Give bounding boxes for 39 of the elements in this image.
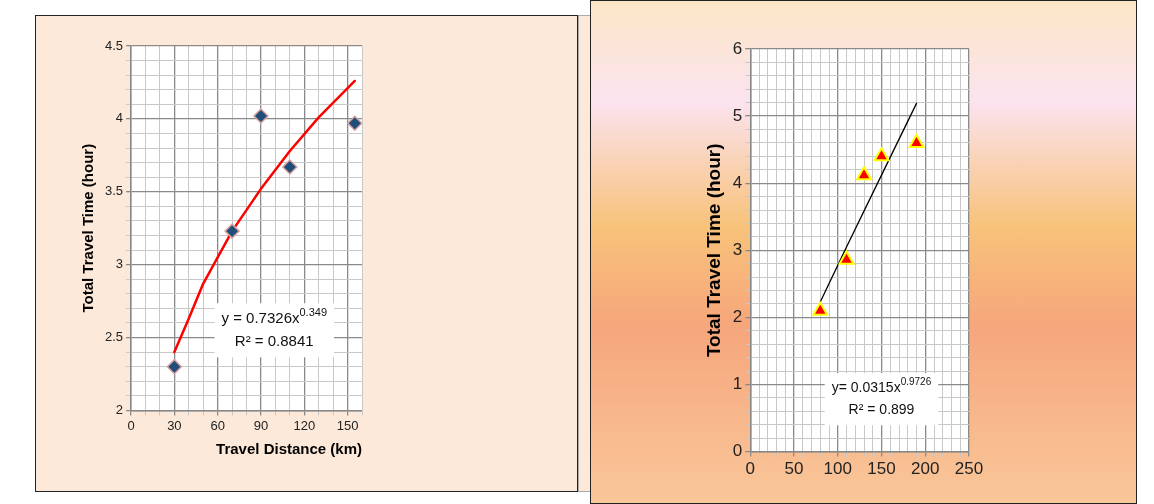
point (347, 115, 362, 131)
y-tick-label: 4 (115, 110, 124, 126)
x-tick-label: 150 (867, 459, 896, 479)
y-tick-label: 0 (732, 441, 743, 461)
point (282, 159, 298, 175)
y-tick-label: 3.5 (104, 183, 124, 199)
x-tick-label: 0 (127, 417, 135, 433)
x-axis-title: Travel Distance (km) (216, 440, 362, 458)
y-tick-label: 2.5 (104, 329, 124, 345)
point (856, 166, 872, 181)
y-tick-label: 3 (732, 239, 743, 259)
y-tick-label: 1 (732, 374, 743, 394)
x-tick-label: 200 (911, 459, 940, 479)
y-tick-label: 2 (732, 307, 743, 327)
x-tick-label: 90 (253, 417, 269, 433)
x-tick-label: 50 (784, 459, 804, 479)
y-axis-title: Total Travel Time (hour) (79, 143, 97, 313)
y-tick-label: 5 (732, 105, 743, 125)
y-tick-label: 4 (732, 172, 743, 192)
x-tick-label: 150 (336, 417, 359, 433)
y-axis-title: Total Travel Time (hour) (702, 143, 724, 358)
point (873, 147, 890, 162)
x-tick-label: 120 (293, 417, 316, 433)
point (253, 108, 269, 124)
point (224, 223, 240, 239)
x-tick-label: 250 (954, 459, 984, 479)
x-tick-label: 30 (167, 417, 182, 433)
annotation: R² = 0.899 (848, 401, 915, 418)
y-tick-label: 2 (115, 401, 124, 417)
y-tick-label: 6 (732, 38, 743, 58)
annotation: R² = 0.8841 (234, 331, 314, 349)
y-tick-label: 4.5 (104, 37, 124, 53)
point (166, 358, 183, 375)
point (838, 250, 855, 265)
x-tick-label: 100 (823, 459, 852, 479)
point (908, 133, 925, 148)
x-tick-label: 60 (210, 417, 225, 433)
y-tick-label: 3 (115, 256, 124, 272)
point (812, 301, 829, 316)
